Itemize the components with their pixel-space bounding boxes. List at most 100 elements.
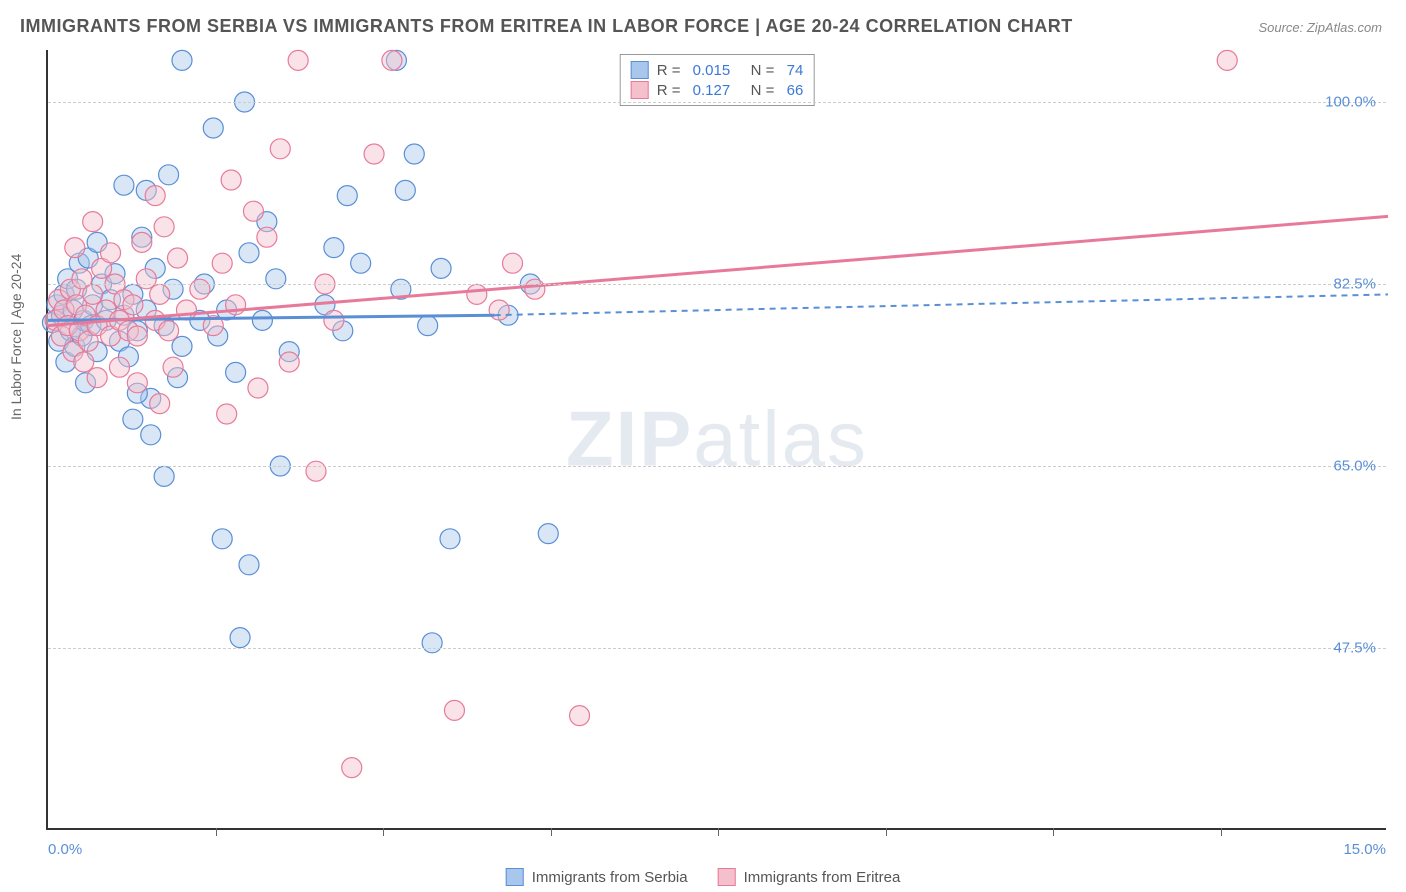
scatter-point [1217,50,1237,70]
scatter-point [431,258,451,278]
scatter-point [114,175,134,195]
trend-line-dashed [495,294,1388,315]
legend-r-value: 0.015 [693,62,731,79]
scatter-point [123,295,143,315]
x-tick [1053,828,1054,836]
scatter-point [570,706,590,726]
gridline-h [48,284,1386,285]
legend-n-label: N = [738,62,778,79]
y-tick-label: 100.0% [1325,94,1376,111]
plot-area: ZIPatlas R = 0.015 N = 74R = 0.127 N = 6… [46,50,1386,830]
x-tick-label: 0.0% [48,841,82,858]
scatter-point [270,139,290,159]
legend-r-label: R = [657,62,685,79]
scatter-point [190,279,210,299]
x-tick [886,828,887,836]
x-tick [718,828,719,836]
source-label: Source: ZipAtlas.com [1258,20,1382,35]
x-tick [1221,828,1222,836]
scatter-point [248,378,268,398]
chart-title: IMMIGRANTS FROM SERBIA VS IMMIGRANTS FRO… [20,16,1073,37]
scatter-point [163,357,183,377]
scatter-point [337,186,357,206]
gridline-h [48,648,1386,649]
legend-r-label: R = [657,82,685,99]
scatter-point [127,373,147,393]
legend-row: R = 0.127 N = 66 [631,81,804,99]
legend-label: Immigrants from Serbia [532,869,688,886]
legend-swatch [631,81,649,99]
gridline-h [48,102,1386,103]
y-tick-label: 47.5% [1333,640,1376,657]
scatter-point [257,227,277,247]
scatter-point [230,628,250,648]
legend-swatch [718,868,736,886]
scatter-point [239,243,259,263]
x-tick-label: 15.0% [1343,841,1386,858]
scatter-point [404,144,424,164]
scatter-point [324,310,344,330]
scatter-point [150,284,170,304]
gridline-h [48,466,1386,467]
scatter-point [154,217,174,237]
legend-item: Immigrants from Eritrea [718,868,901,886]
scatter-point [109,357,129,377]
scatter-point [132,232,152,252]
scatter-point [243,201,263,221]
scatter-point [418,316,438,336]
scatter-point [217,404,237,424]
scatter-point [150,394,170,414]
x-tick [551,828,552,836]
scatter-point [288,50,308,70]
scatter-point [342,758,362,778]
scatter-point [65,238,85,258]
scatter-point [279,352,299,372]
scatter-point [422,633,442,653]
scatter-point [154,466,174,486]
y-tick-label: 65.0% [1333,458,1376,475]
scatter-point [252,310,272,330]
scatter-point [467,284,487,304]
scatter-point [127,326,147,346]
scatter-point [364,144,384,164]
scatter-point [74,352,94,372]
scatter-point [444,700,464,720]
scatter-point [172,336,192,356]
plot-svg [48,50,1386,828]
scatter-point [538,524,558,544]
x-tick [216,828,217,836]
x-tick [383,828,384,836]
scatter-point [141,425,161,445]
scatter-point [83,284,103,304]
scatter-point [503,253,523,273]
scatter-point [525,279,545,299]
legend-series: Immigrants from Serbia Immigrants from Er… [506,868,901,886]
legend-n-label: N = [738,82,778,99]
legend-row: R = 0.015 N = 74 [631,61,804,79]
scatter-point [172,50,192,70]
scatter-point [87,368,107,388]
legend-r-value: 0.127 [693,82,731,99]
legend-item: Immigrants from Serbia [506,868,688,886]
scatter-point [145,186,165,206]
scatter-point [168,248,188,268]
legend-label: Immigrants from Eritrea [744,869,901,886]
y-tick-label: 82.5% [1333,276,1376,293]
scatter-point [159,165,179,185]
y-axis-label: In Labor Force | Age 20-24 [8,254,24,420]
scatter-point [382,50,402,70]
scatter-point [159,321,179,341]
scatter-point [324,238,344,258]
scatter-point [123,409,143,429]
legend-swatch [631,61,649,79]
scatter-point [239,555,259,575]
scatter-point [212,253,232,273]
scatter-point [176,300,196,320]
scatter-point [136,269,156,289]
scatter-point [306,461,326,481]
scatter-point [83,212,103,232]
scatter-point [221,170,241,190]
legend-swatch [506,868,524,886]
legend-correlation: R = 0.015 N = 74 R = 0.127 N = 66 [620,54,815,106]
scatter-point [395,180,415,200]
